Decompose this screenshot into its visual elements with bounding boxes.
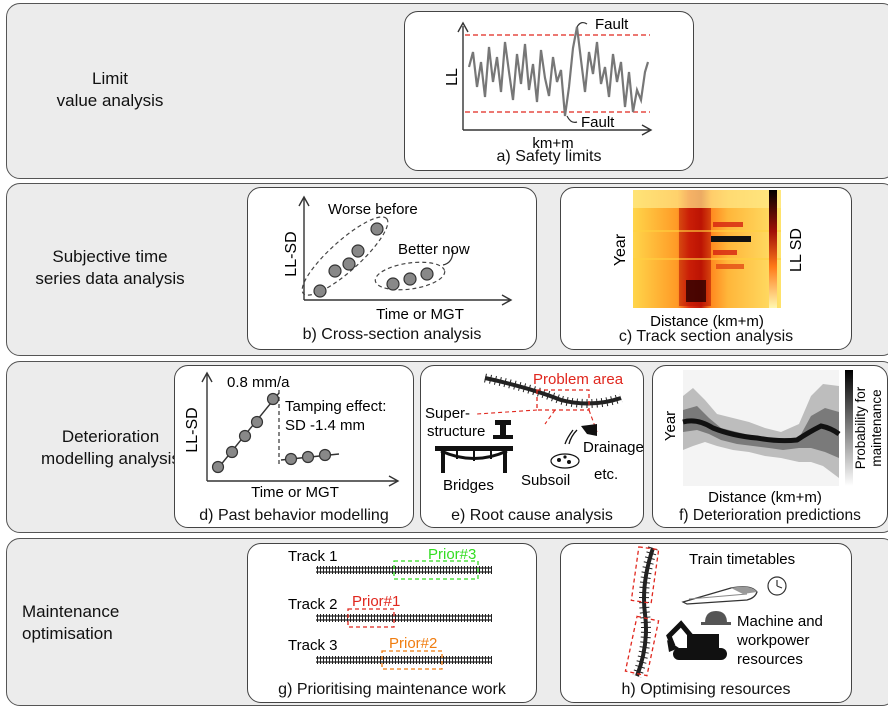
prior1-label: Prior#1 <box>352 593 400 610</box>
ll-axis-label: LL <box>444 68 461 86</box>
train-timetables-label: Train timetables <box>689 551 795 568</box>
year-axis-label-f: Year <box>662 411 679 441</box>
stage-deterioration-label: Deterioration modelling analysis <box>41 427 180 468</box>
clock-icon <box>767 576 787 596</box>
km-axis-label: km+m <box>532 135 573 152</box>
ll-sd-colorbar-label: LL SD <box>788 228 805 272</box>
subsoil-icon <box>550 453 580 469</box>
subsoil-label: Subsoil <box>521 472 570 489</box>
track-3-label: Track 3 <box>288 637 337 654</box>
prior3-label: Prior#3 <box>428 546 476 563</box>
tamping-label-line1: Tamping effect: <box>285 398 386 415</box>
drainage-icon <box>564 424 597 445</box>
safety-limits-plot: Fault Fault LL km+m <box>444 16 653 152</box>
probability-colorbar-label-1: Probability for <box>853 386 868 469</box>
prior2-label: Prior#2 <box>389 635 437 652</box>
superstructure-label-line2: structure <box>427 423 485 440</box>
caption-cross-section: b) Cross-section analysis <box>302 326 482 343</box>
stage-limit-label: Limit value analysis <box>56 69 164 110</box>
rail-icon <box>493 420 513 439</box>
root-cause-diagram: Problem area Super- structure Drainage B… <box>425 371 644 494</box>
caption-root-cause: e) Root cause analysis <box>451 507 613 524</box>
machine-label-line2: workpower <box>736 632 810 649</box>
rate-label: 0.8 mm/a <box>227 374 290 391</box>
past-behavior-plot: 0.8 mm/a Tamping effect: SD -1.4 mm LL-S… <box>184 371 400 501</box>
bridge-icon <box>435 446 513 473</box>
optimising-resources-diagram: Train timetables Machine and workpower r… <box>624 546 823 678</box>
cross-section-plot: Worse before Better now LL-SD Time or MG… <box>283 195 513 323</box>
problem-area-label: Problem area <box>533 371 624 388</box>
track-3-rails <box>316 656 492 664</box>
panel-prioritising: Track 1 Track 2 Track 3 Prior#3 Prior#1 … <box>247 543 537 703</box>
distance-axis-label-f: Distance (km+m) <box>708 489 822 506</box>
panel-root-cause: Problem area Super- structure Drainage B… <box>420 365 644 528</box>
bridges-label: Bridges <box>443 477 494 494</box>
ll-sd-axis-label: LL-SD <box>283 231 300 276</box>
time-axis-label-d: Time or MGT <box>251 484 339 501</box>
drainage-label: Drainage <box>583 439 644 456</box>
time-axis-label: Time or MGT <box>376 306 464 323</box>
panel-track-section: Year LL SD Distance (km+m) c) Track sect… <box>560 187 852 350</box>
probability-colorbar-label-2: maintenance <box>869 389 884 466</box>
caption-past-behavior: d) Past behavior modelling <box>199 507 389 524</box>
machine-label-line3: resources <box>737 651 803 668</box>
prioritising-diagram: Track 1 Track 2 Track 3 Prior#3 Prior#1 … <box>288 546 492 670</box>
track-1-label: Track 1 <box>288 548 337 565</box>
distance-axis-label: Distance (km+m) <box>650 313 764 330</box>
panel-cross-section: Worse before Better now LL-SD Time or MG… <box>247 187 537 350</box>
hard-hat-icon <box>701 611 731 625</box>
caption-optimising-resources: h) Optimising resources <box>621 681 791 698</box>
track-2-rails <box>316 614 492 622</box>
train-icon <box>681 586 758 605</box>
year-axis-label: Year <box>612 233 629 266</box>
track-2-label: Track 2 <box>288 596 337 613</box>
excavator-icon <box>666 620 727 660</box>
deterioration-prediction-plot: Year Distance (km+m) Probability for mai… <box>662 370 884 506</box>
stage-maintenance-label: Maintenance optimisation <box>22 602 120 643</box>
stage-subjective-label: Subjective time series data analysis <box>35 247 185 288</box>
panel-past-behavior: 0.8 mm/a Tamping effect: SD -1.4 mm LL-S… <box>174 365 414 528</box>
caption-deterioration-predictions: f) Deterioration predictions <box>679 507 861 524</box>
panel-deterioration-predictions: Year Distance (km+m) Probability for mai… <box>652 365 888 528</box>
fault-bottom-label: Fault <box>581 114 615 131</box>
track-section-heatmap: Year LL SD Distance (km+m) <box>612 190 805 330</box>
track-1-rails <box>316 566 492 574</box>
caption-prioritising: g) Prioritising maintenance work <box>278 681 506 698</box>
fault-top-label: Fault <box>595 16 629 33</box>
worse-before-label: Worse before <box>328 201 418 218</box>
better-now-label: Better now <box>398 241 470 258</box>
caption-safety-limits: a) Safety limits <box>496 148 602 165</box>
panel-safety-limits: Fault Fault LL km+m a) Safety limits <box>404 11 694 171</box>
machine-label-line1: Machine and <box>737 613 823 630</box>
ll-sd-axis-label-d: LL-SD <box>184 407 201 452</box>
superstructure-label-line1: Super- <box>425 405 470 422</box>
tamping-label-line2: SD -1.4 mm <box>285 417 365 434</box>
panel-optimising-resources: Train timetables Machine and workpower r… <box>560 543 852 703</box>
etc-label: etc. <box>594 466 618 483</box>
caption-track-section: c) Track section analysis <box>618 328 794 345</box>
